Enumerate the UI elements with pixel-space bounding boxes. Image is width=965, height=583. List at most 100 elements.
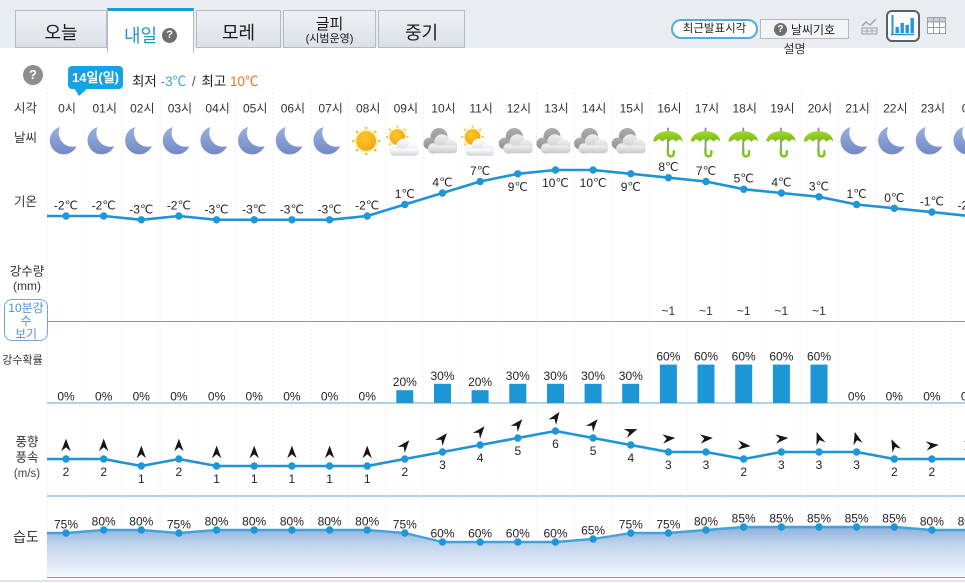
svg-text:60%: 60% (732, 350, 756, 364)
svg-text:5: 5 (590, 444, 597, 458)
svg-text:0%: 0% (57, 390, 75, 404)
svg-text:75%: 75% (167, 518, 191, 532)
svg-text:60%: 60% (694, 350, 718, 364)
svg-text:4℃: 4℃ (771, 176, 791, 190)
svg-text:0시: 0시 (962, 102, 965, 116)
svg-text:5: 5 (514, 444, 521, 458)
svg-text:0℃: 0℃ (884, 191, 904, 205)
svg-text:23시: 23시 (921, 102, 945, 116)
svg-text:05시: 05시 (243, 102, 267, 116)
svg-text:~1: ~1 (812, 304, 826, 318)
svg-text:75%: 75% (54, 518, 78, 532)
svg-text:80%: 80% (280, 515, 304, 529)
svg-text:0%: 0% (170, 390, 188, 404)
svg-text:60%: 60% (543, 527, 567, 541)
svg-text:2: 2 (740, 465, 747, 479)
svg-text:09시: 09시 (394, 102, 418, 116)
svg-text:10시: 10시 (431, 102, 455, 116)
svg-text:80%: 80% (205, 515, 229, 529)
svg-text:85%: 85% (732, 512, 756, 526)
svg-text:80%: 80% (318, 515, 342, 529)
svg-text:3: 3 (816, 458, 823, 472)
svg-text:75%: 75% (619, 518, 643, 532)
svg-text:습도: 습도 (13, 529, 39, 545)
svg-text:2: 2 (401, 465, 408, 479)
svg-text:80%: 80% (129, 515, 153, 529)
svg-text:60%: 60% (506, 527, 530, 541)
svg-text:0%: 0% (246, 390, 264, 404)
svg-text:4℃: 4℃ (432, 176, 452, 190)
svg-text:1: 1 (326, 472, 333, 486)
svg-text:0%: 0% (923, 390, 941, 404)
svg-text:-3℃: -3℃ (129, 202, 153, 216)
svg-text:-2℃: -2℃ (54, 199, 78, 213)
svg-text:18시: 18시 (733, 102, 757, 116)
svg-text:-2℃: -2℃ (355, 199, 379, 213)
svg-text:30%: 30% (543, 369, 567, 383)
svg-text:-3℃: -3℃ (205, 202, 229, 216)
svg-text:9℃: 9℃ (508, 180, 528, 194)
svg-text:2: 2 (100, 465, 107, 479)
svg-text:85%: 85% (769, 512, 793, 526)
svg-text:4: 4 (627, 451, 634, 465)
svg-text:85%: 85% (845, 512, 869, 526)
svg-text:21시: 21시 (845, 102, 869, 116)
svg-text:(mm): (mm) (13, 279, 41, 293)
svg-text:5℃: 5℃ (734, 172, 754, 186)
svg-text:0%: 0% (961, 390, 965, 404)
svg-text:시각: 시각 (14, 102, 38, 116)
svg-text:80%: 80% (355, 515, 379, 529)
svg-text:3℃: 3℃ (809, 179, 829, 193)
svg-text:~1: ~1 (737, 304, 751, 318)
svg-text:-3℃: -3℃ (280, 202, 304, 216)
svg-text:9℃: 9℃ (621, 180, 641, 194)
svg-text:80%: 80% (694, 515, 718, 529)
svg-text:08시: 08시 (356, 102, 380, 116)
svg-text:-3℃: -3℃ (318, 202, 342, 216)
svg-text:80%: 80% (92, 515, 116, 529)
svg-text:03시: 03시 (168, 102, 192, 116)
svg-text:강수확률: 강수확률 (2, 354, 42, 367)
svg-text:0시: 0시 (58, 102, 76, 116)
svg-text:1: 1 (213, 472, 220, 486)
svg-text:60%: 60% (468, 527, 492, 541)
svg-text:0%: 0% (359, 390, 377, 404)
svg-text:60%: 60% (656, 350, 680, 364)
svg-text:6: 6 (552, 437, 559, 451)
svg-text:0%: 0% (321, 390, 339, 404)
svg-text:13시: 13시 (544, 102, 568, 116)
svg-text:20%: 20% (393, 375, 417, 389)
svg-text:10℃: 10℃ (580, 176, 607, 190)
svg-text:19시: 19시 (770, 102, 794, 116)
svg-text:75%: 75% (393, 518, 417, 532)
svg-text:(m/s): (m/s) (14, 468, 40, 480)
svg-text:2: 2 (891, 465, 898, 479)
svg-text:0%: 0% (283, 390, 301, 404)
svg-text:1: 1 (138, 472, 145, 486)
svg-text:~1: ~1 (699, 304, 713, 318)
svg-text:1: 1 (364, 472, 371, 486)
svg-text:30%: 30% (506, 369, 530, 383)
svg-text:85%: 85% (807, 512, 831, 526)
svg-text:0%: 0% (133, 390, 151, 404)
svg-text:80%: 80% (920, 515, 944, 529)
svg-text:0%: 0% (886, 390, 904, 404)
svg-text:-3℃: -3℃ (242, 202, 266, 216)
svg-text:17시: 17시 (695, 102, 719, 116)
svg-text:30%: 30% (581, 369, 605, 383)
svg-text:-2℃: -2℃ (958, 199, 965, 213)
svg-text:풍향: 풍향 (15, 435, 39, 449)
svg-text:~1: ~1 (775, 304, 789, 318)
svg-text:1: 1 (251, 472, 258, 486)
svg-text:14시: 14시 (582, 102, 606, 116)
svg-text:12시: 12시 (507, 102, 531, 116)
svg-text:3: 3 (703, 458, 710, 472)
svg-text:20시: 20시 (808, 102, 832, 116)
svg-text:기온: 기온 (14, 195, 37, 209)
svg-text:1℃: 1℃ (395, 187, 415, 201)
svg-text:30%: 30% (619, 369, 643, 383)
svg-text:15시: 15시 (620, 102, 644, 116)
svg-text:-2℃: -2℃ (167, 199, 191, 213)
svg-text:강수량: 강수량 (10, 265, 45, 279)
svg-text:1℃: 1℃ (847, 187, 867, 201)
